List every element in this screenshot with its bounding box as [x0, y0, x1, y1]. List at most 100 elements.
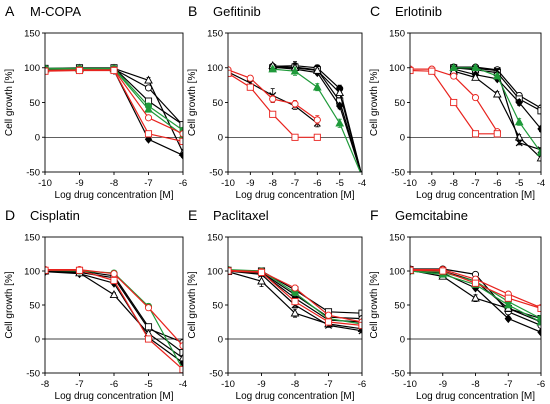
panel-letter: C: [370, 3, 380, 19]
y-tick-label: 100: [24, 266, 40, 277]
y-tick-label: -50: [26, 368, 40, 379]
data-point: [269, 95, 277, 103]
panel-letter: D: [5, 207, 15, 223]
data-point: [471, 279, 480, 287]
y-axis-title: Cell growth [%]: [187, 69, 198, 136]
series-line: [228, 72, 318, 138]
data-point: [109, 290, 119, 299]
y-axis-title: Cell growth [%]: [4, 69, 15, 136]
x-tick-label: -5: [144, 379, 152, 390]
chart-panel-4: D Cisplatin 150 100 50 0 -50-8 -7 -6 -5 -4 Log drug…: [4, 207, 187, 402]
series-line: [45, 69, 183, 156]
series-line: [45, 69, 183, 142]
data-point: [428, 67, 436, 75]
y-tick-label: 150: [24, 28, 40, 39]
y-tick-label: 50: [29, 300, 40, 311]
data-point: [471, 293, 480, 302]
data-point: [492, 89, 502, 98]
data-point: [110, 276, 118, 285]
series-7: [45, 66, 183, 138]
x-tick-label: -9: [257, 379, 265, 390]
data-point: [335, 88, 345, 97]
x-tick-label: -8: [449, 178, 457, 189]
series-6: [45, 64, 183, 139]
x-tick-label: -6: [537, 379, 545, 390]
series-8: [228, 267, 362, 329]
x-tick-label: -10: [403, 379, 417, 390]
data-point: [514, 117, 524, 126]
y-tick-label: -50: [209, 368, 223, 379]
x-tick-label: -6: [358, 379, 366, 390]
panel-title: M-COPA: [30, 4, 81, 19]
x-tick-label: -9: [439, 379, 447, 390]
data-point: [492, 71, 502, 80]
data-point: [471, 94, 480, 102]
data-point: [439, 267, 447, 275]
y-tick-label: 150: [389, 28, 405, 39]
data-point: [312, 82, 322, 91]
plot-area: [228, 266, 362, 340]
data-point: [324, 318, 333, 326]
x-tick-label: -6: [179, 178, 187, 189]
plot-area: [45, 266, 183, 373]
y-tick-label: 0: [35, 133, 40, 144]
x-tick-label: -5: [335, 178, 343, 189]
y-tick-label: 100: [389, 63, 405, 74]
x-tick-label: -9: [246, 178, 254, 189]
y-tick-label: 100: [207, 266, 223, 277]
data-point: [536, 147, 541, 156]
y-tick-label: -50: [26, 167, 40, 178]
panel-letter: B: [188, 3, 197, 19]
x-axis-title: Log drug concentration [M]: [55, 190, 174, 201]
x-tick-label: -10: [221, 379, 235, 390]
data-point: [110, 270, 118, 278]
x-axis-title: Log drug concentration [M]: [416, 391, 535, 402]
x-tick-label: -6: [110, 379, 118, 390]
y-tick-label: 0: [218, 133, 223, 144]
panel-title: Paclitaxel: [213, 208, 269, 223]
series-8: [228, 69, 321, 141]
data-point: [75, 66, 84, 75]
data-point: [144, 104, 153, 113]
x-tick-label: -4: [358, 178, 366, 189]
series-7: [45, 266, 183, 373]
y-axis-title: Cell growth [%]: [187, 271, 198, 338]
series-line: [45, 69, 183, 135]
y-tick-label: 50: [212, 98, 223, 109]
data-point: [290, 66, 300, 75]
x-tick-label: -9: [75, 178, 83, 189]
series-6: [449, 63, 541, 156]
data-point: [144, 75, 153, 84]
panel-letter: E: [188, 207, 197, 223]
data-point: [268, 64, 278, 73]
y-tick-label: 150: [24, 232, 40, 243]
series-2: [45, 65, 183, 129]
y-tick-label: 0: [218, 334, 223, 345]
y-tick-label: -50: [209, 167, 223, 178]
x-tick-label: -8: [291, 379, 299, 390]
y-tick-label: 50: [212, 300, 223, 311]
data-point: [178, 353, 183, 362]
y-tick-label: 0: [400, 133, 405, 144]
data-point: [537, 304, 541, 312]
data-point: [246, 83, 254, 91]
data-point: [336, 101, 344, 111]
x-tick-label: -10: [38, 178, 52, 189]
x-axis-title: Log drug concentration [M]: [236, 391, 355, 402]
x-tick-label: -5: [515, 178, 523, 189]
plot-area: [410, 265, 541, 340]
series-line: [45, 67, 183, 131]
x-tick-label: -7: [291, 178, 299, 189]
x-tick-label: -7: [471, 178, 479, 189]
data-point: [537, 124, 541, 134]
data-point: [450, 72, 458, 80]
series-8: [410, 66, 501, 138]
x-tick-label: -7: [324, 379, 332, 390]
data-point: [312, 65, 322, 74]
y-tick-label: -50: [391, 368, 405, 379]
y-tick-label: 100: [24, 63, 40, 74]
data-point: [257, 276, 266, 285]
